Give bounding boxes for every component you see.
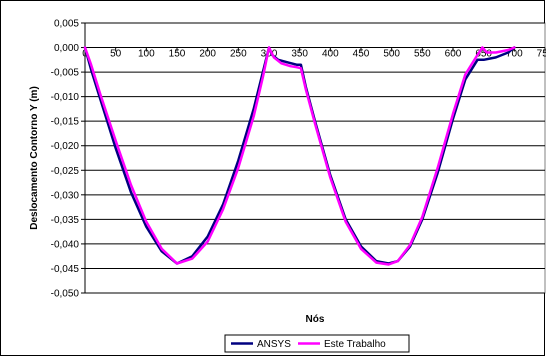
- y-tick-label: -0,045: [51, 264, 80, 275]
- x-tick-label: 750: [537, 49, 546, 60]
- series-lines: [83, 46, 516, 266]
- y-tick-label: -0,010: [51, 92, 80, 103]
- x-tick-label: 250: [230, 49, 247, 60]
- y-tick-label: -0,035: [51, 215, 80, 226]
- x-axis-title: Nós: [306, 314, 325, 325]
- x-tick-label: 100: [138, 49, 155, 60]
- x-tick-label: 200: [199, 49, 216, 60]
- x-tick-label: 650: [475, 49, 492, 60]
- x-tick-label: 350: [291, 49, 308, 60]
- series-line-ansys: [83, 46, 516, 265]
- x-tick-label: 450: [353, 49, 370, 60]
- y-tick-label: -0,015: [51, 117, 80, 128]
- y-tick-label: -0,030: [51, 190, 80, 201]
- x-tick-label: 400: [322, 49, 339, 60]
- x-tick-label: 500: [383, 49, 400, 60]
- legend: ANSYS Este Trabalho: [224, 334, 410, 353]
- x-tick-label: 50: [110, 49, 122, 60]
- legend-label-este-trabalho: Este Trabalho: [324, 339, 386, 350]
- y-tick-label: 0,005: [54, 19, 79, 30]
- x-tick-label: 150: [169, 49, 186, 60]
- x-tick-label: 0: [82, 49, 88, 60]
- y-tick-label: -0,050: [51, 289, 80, 300]
- y-axis-title: Deslocamento Contorno Y (m): [29, 86, 40, 230]
- x-tick-labels: 0 50 100 150 200 250 300 350 400 450 500 550 600 650 7…: [82, 47, 546, 60]
- y-tick-label: -0,005: [51, 68, 80, 79]
- x-tick-label: 300: [261, 49, 278, 60]
- x-tick-label: 600: [445, 49, 462, 60]
- x-tick-label: 700: [506, 49, 523, 60]
- y-tick-label: -0,040: [51, 239, 80, 250]
- axes: [84, 23, 545, 293]
- y-tick-label: 0,000: [54, 43, 79, 54]
- y-tick-label: -0,020: [51, 141, 80, 152]
- legend-label-ansys: ANSYS: [257, 339, 291, 350]
- y-tick-label: -0,025: [51, 166, 80, 177]
- y-tick-labels: 0,005 0,000 -0,005 -0,010 -0,015 -0,020 -0,025…: [51, 19, 80, 300]
- series-line-este-trabalho: [83, 46, 516, 266]
- x-tick-label: 550: [414, 49, 431, 60]
